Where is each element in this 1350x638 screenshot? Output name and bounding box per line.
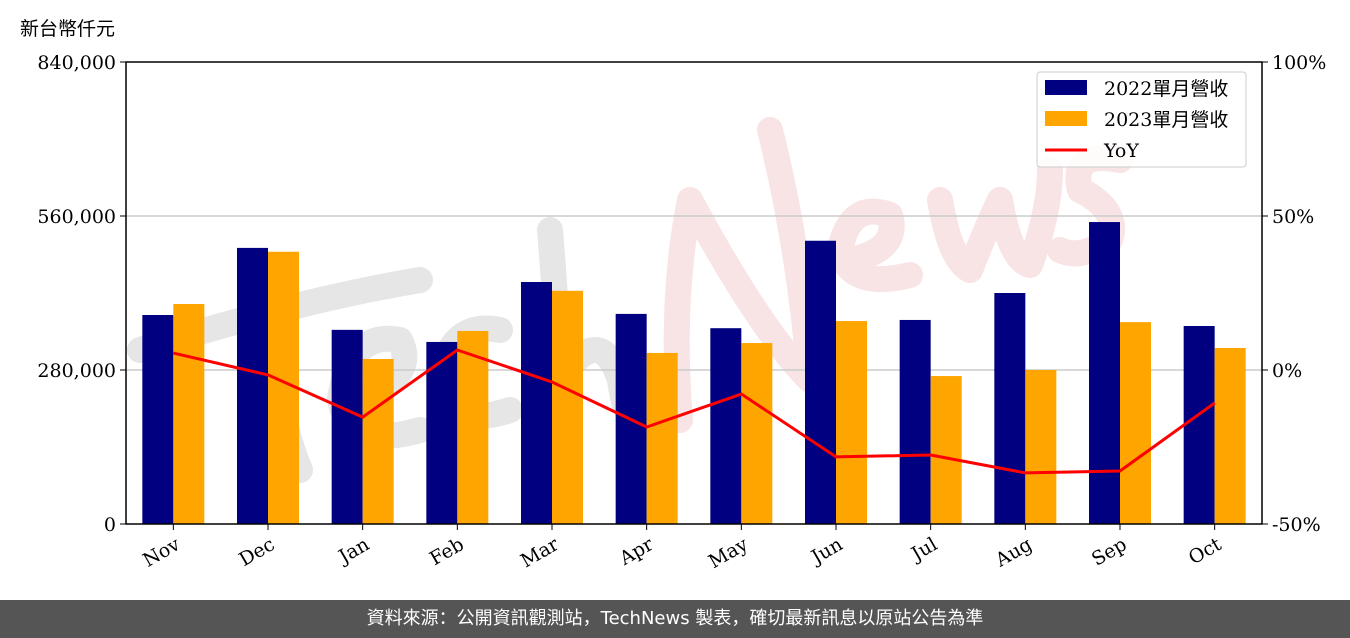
x-tick-label: May	[705, 533, 752, 573]
legend-swatch	[1045, 80, 1087, 95]
y2-tick-label: 50%	[1272, 206, 1314, 228]
x-tick-label: Jun	[806, 533, 847, 569]
bar-2023	[362, 359, 394, 524]
bar-2023	[1214, 348, 1246, 524]
x-tick-label: Apr	[615, 533, 658, 570]
legend-swatch	[1045, 111, 1087, 126]
y-tick-label: 280,000	[37, 360, 116, 382]
x-tick-label: Feb	[426, 533, 468, 570]
revenue-chart: 0 280,000 560,000 840,000 -50% 0% 50% 100% Nov De…	[37, 52, 1326, 573]
y2-tick-label: 0%	[1272, 360, 1302, 382]
bar-2022	[994, 293, 1026, 524]
bar-2023	[1120, 322, 1151, 524]
watermark-logo-stroke	[827, 198, 923, 293]
bar-2023	[457, 330, 489, 524]
x-tick-label: Oct	[1185, 533, 1226, 569]
y-axis-unit-label: 新台幣仟元	[20, 18, 116, 40]
plot-frame	[125, 61, 1263, 525]
bar-2022	[142, 315, 174, 524]
bar-2022	[237, 247, 268, 524]
legend-box	[1036, 71, 1247, 168]
x-tick-label: Mar	[517, 533, 563, 572]
y-tick-label: 0	[104, 514, 116, 536]
bar-2022	[899, 319, 931, 524]
bar-2023	[552, 290, 583, 524]
y-tick-label: 840,000	[37, 52, 116, 74]
bar-2023	[1025, 370, 1057, 524]
x-tick-label: Aug	[991, 533, 1036, 572]
bar-2023	[930, 376, 962, 524]
source-footer: 資料來源：公開資訊觀測站，TechNews 製表，確切最新訊息以原站公告為準	[0, 600, 1350, 638]
yoy-line	[172, 348, 1216, 475]
bar-2022	[805, 240, 836, 524]
bar-2022	[331, 329, 363, 524]
x-tick-label: Jan	[333, 533, 373, 569]
bar-2023	[741, 343, 773, 524]
legend-label: YoY	[1103, 140, 1139, 162]
watermark-logo-stroke	[663, 117, 823, 433]
bar-2022	[426, 341, 458, 524]
y2-tick-label: 100%	[1272, 52, 1326, 74]
x-tick-label: Nov	[139, 533, 184, 572]
y-tick-label: 560,000	[37, 206, 116, 228]
x-tick-label: Sep	[1088, 533, 1131, 570]
watermark-logo-stroke	[927, 157, 1063, 283]
bar-2022	[710, 328, 742, 524]
x-tick-label: Jul	[906, 533, 941, 566]
x-tick-label: Dec	[235, 533, 278, 571]
legend-label: 2022單月營收	[1104, 78, 1228, 100]
legend-label: 2023單月營收	[1104, 109, 1228, 131]
y2-tick-label: -50%	[1272, 514, 1321, 536]
bar-2022	[1089, 222, 1120, 525]
bar-2023	[173, 304, 205, 524]
bar-2023	[646, 352, 678, 524]
bar-2022	[1183, 326, 1215, 524]
bar-2023	[836, 321, 867, 524]
bar-2022	[521, 282, 552, 524]
